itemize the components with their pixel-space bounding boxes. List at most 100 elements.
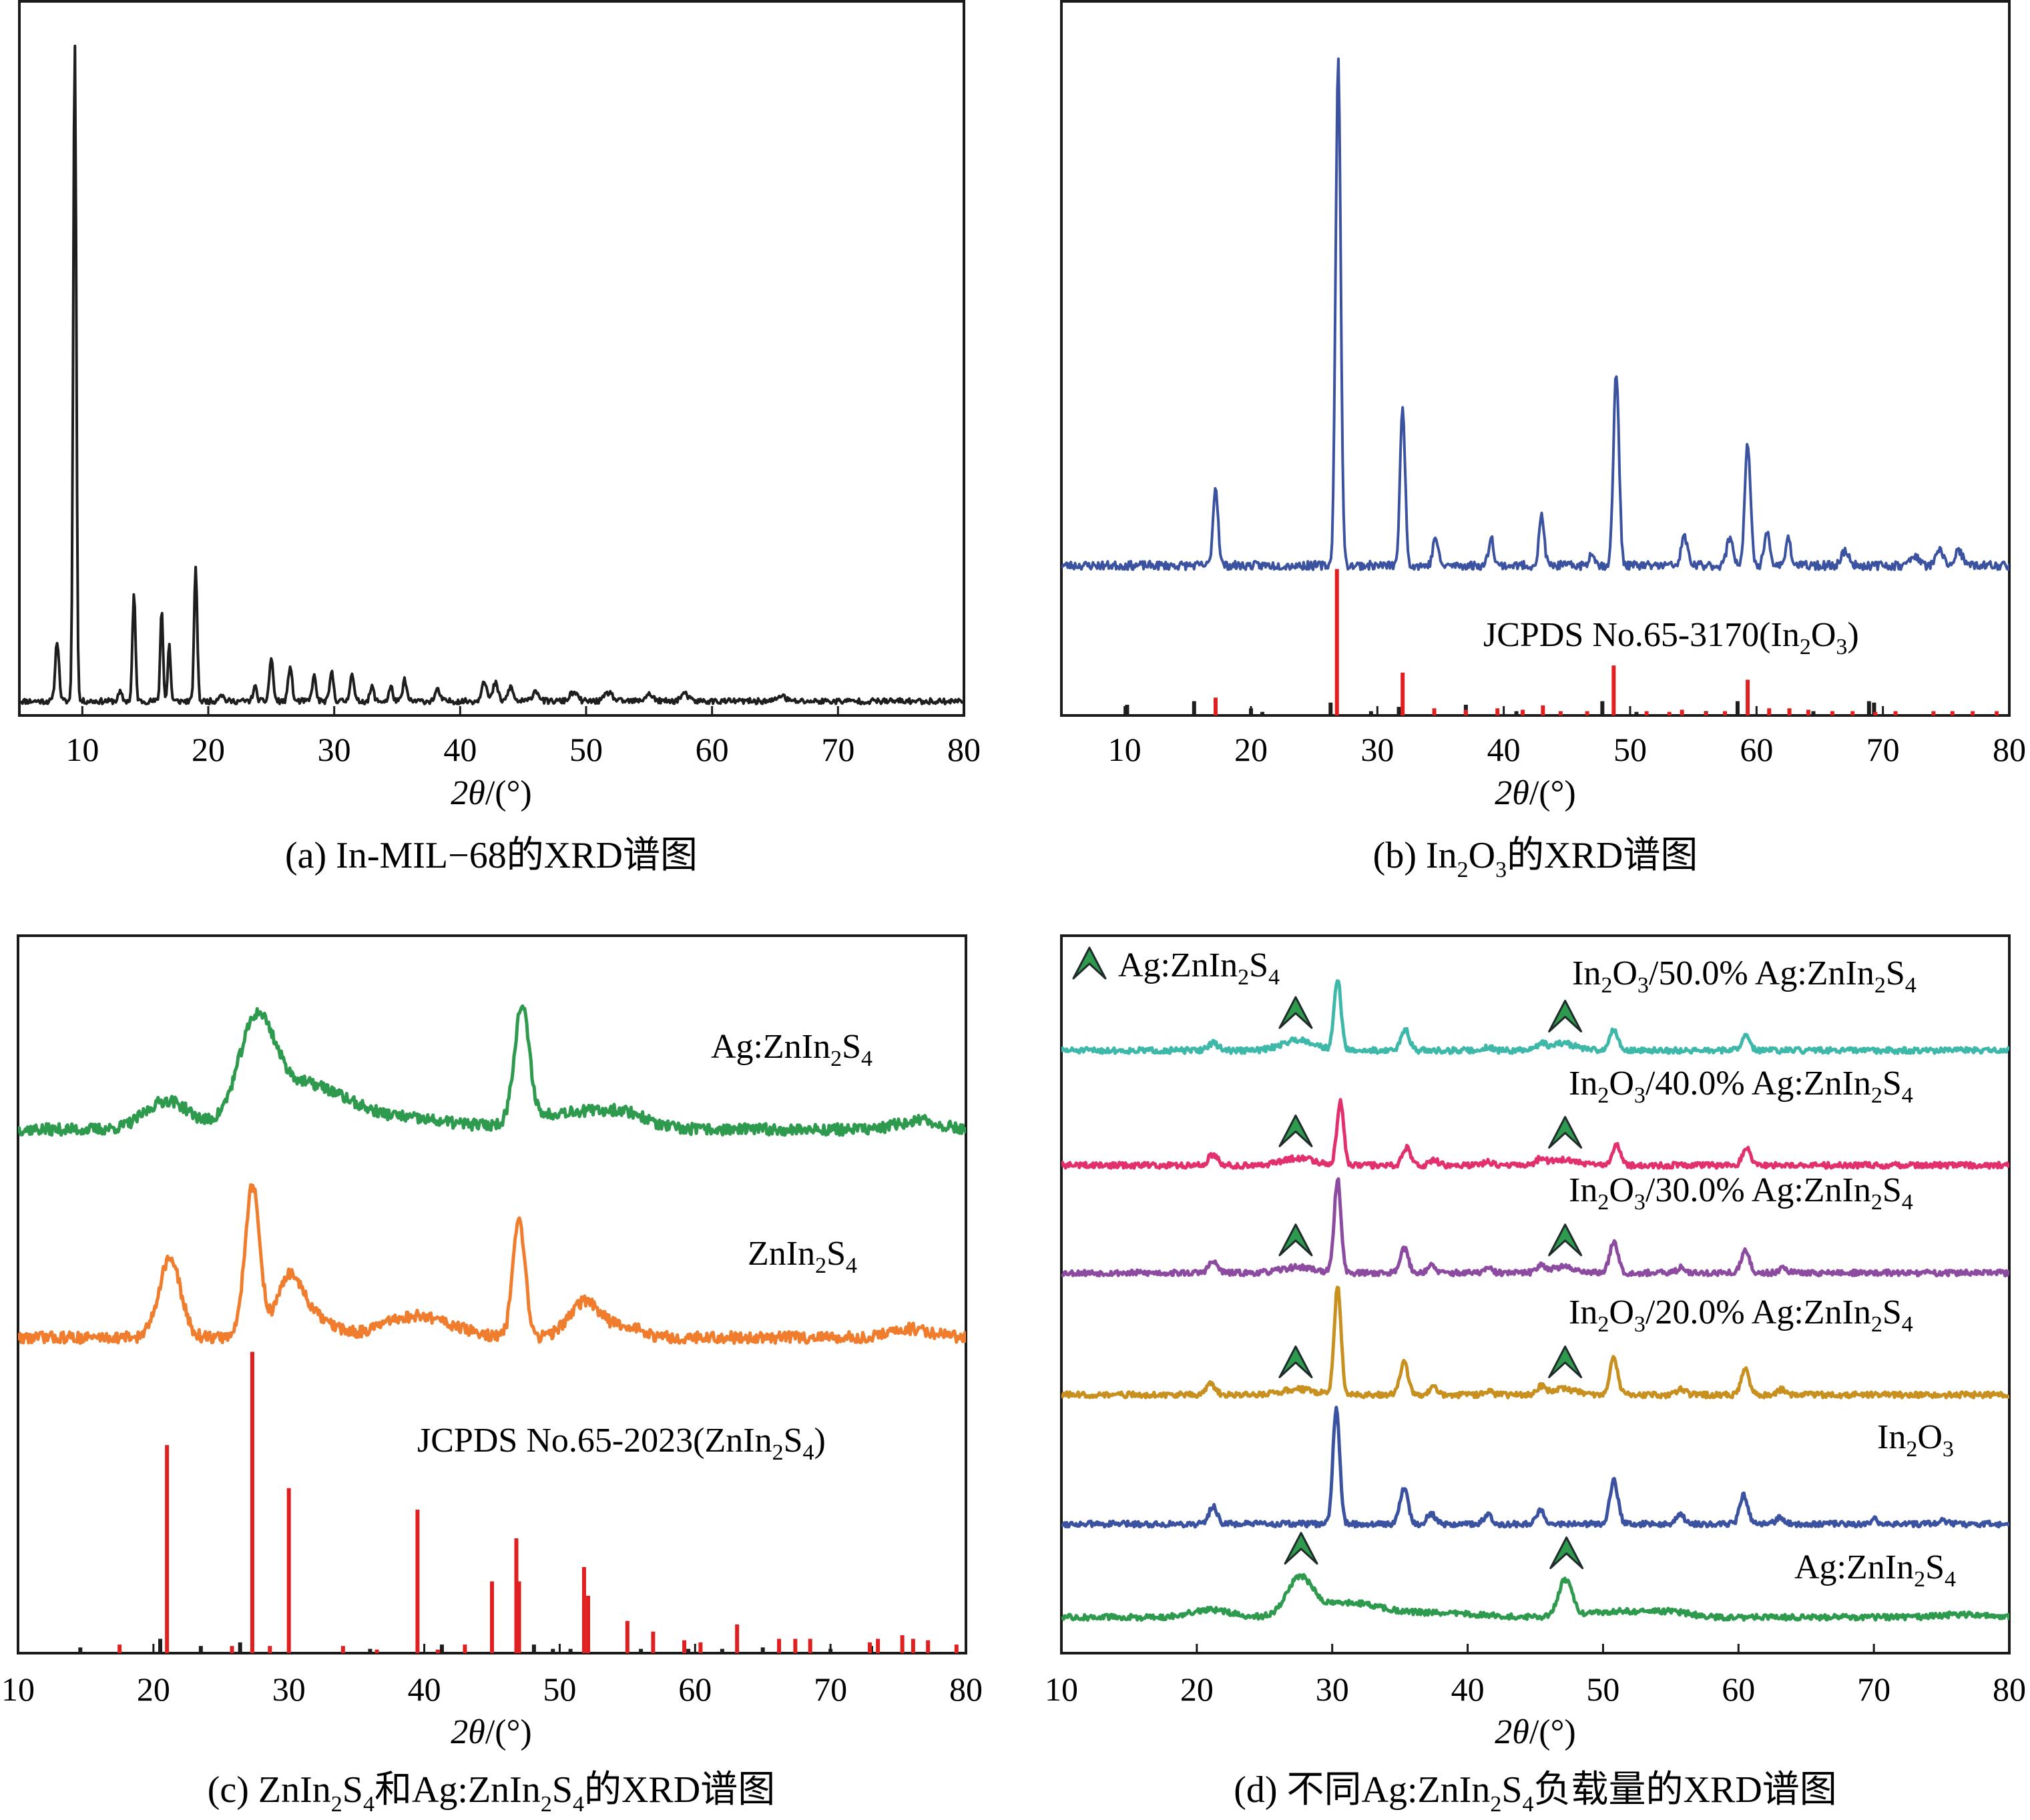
- series-label: In2O3/40.0% Ag:ZnIn2S4: [1569, 1065, 1913, 1108]
- x-tick-label: 30: [272, 1671, 306, 1708]
- cap-c-sub: 4: [363, 1792, 374, 1817]
- peak-marker-icon: [1284, 1532, 1318, 1565]
- peak-marker-icon: [1278, 1114, 1313, 1147]
- peak-marker-icon: [1278, 1345, 1313, 1379]
- label-text: /20.0% Ag:ZnIn: [1645, 1293, 1871, 1331]
- panel-b-x-axis-label: 2θ/(°): [1495, 774, 1575, 812]
- label-text: S: [1882, 1171, 1902, 1209]
- x-tick-label: 50: [1613, 731, 1647, 768]
- label-text: S: [1925, 1548, 1945, 1586]
- x-tick-label: 40: [443, 731, 477, 768]
- x-tick-label: 10: [1108, 731, 1141, 768]
- ref-c-sub: 4: [803, 1440, 814, 1465]
- label-sub: 4: [1945, 1567, 1956, 1592]
- panel-c-label-znin2s4: ZnIn2S4: [748, 1235, 857, 1278]
- x-tick-label: 40: [1451, 1671, 1485, 1708]
- series-line-znin2s4: [18, 1183, 966, 1345]
- x-tick-label: 60: [1722, 1671, 1755, 1708]
- x-tick-label: 80: [947, 731, 981, 768]
- x-axis-label-unit: /(°): [1529, 774, 1576, 812]
- ref-b-sub: 3: [1836, 635, 1847, 659]
- panel-d: 10 20 30 40 50 60 70 80 Ag:ZnIn2S4 In2O3/50.0% …: [1045, 934, 2026, 1817]
- label-sub: 2: [1871, 1190, 1882, 1215]
- ref-c-text: S: [784, 1422, 803, 1460]
- panel-c-x-axis-label: 2θ/(°): [451, 1713, 531, 1751]
- peak-marker-icon: [1548, 999, 1583, 1032]
- series-line-in2o3-30-0-ag-znin2s4: [1061, 1177, 2009, 1277]
- panel-d-x-axis-label: 2θ/(°): [1495, 1713, 1575, 1751]
- x-tick-label: 40: [408, 1671, 441, 1708]
- x-axis-label-2theta: 2θ: [1495, 774, 1529, 812]
- label-sub: 2: [1597, 1312, 1609, 1337]
- lgd-text: Ag:ZnIn: [1118, 946, 1238, 984]
- series-line-in2o3-50-0-ag-znin2s4: [1061, 979, 2009, 1055]
- cap-c-text: S: [552, 1769, 573, 1811]
- ref-b-text: O: [1811, 616, 1836, 654]
- lbl-sub: 2: [830, 1046, 842, 1071]
- cap-b-text: O: [1469, 835, 1495, 876]
- peak-marker-icon: [1548, 1223, 1583, 1257]
- cap-b-text: 的XRD谱图: [1507, 835, 1698, 876]
- cap-c-text: S: [342, 1769, 363, 1811]
- label-sub: 4: [1902, 1083, 1913, 1108]
- peak-marker-icon: [1549, 1536, 1584, 1570]
- panel-d-plot-area: [1061, 979, 2009, 1622]
- x-tick-label: 20: [1234, 731, 1268, 768]
- ref-c-text: ): [814, 1422, 826, 1460]
- panel-c-reference-label: JCPDS No.65-2023(ZnIn2S4): [417, 1422, 826, 1465]
- panel-b-reference-label: JCPDS No.65-3170(In2O3): [1483, 616, 1859, 659]
- ref-c-text: JCPDS No.65-2023(ZnIn: [417, 1422, 772, 1460]
- x-tick-label: 60: [1740, 731, 1773, 768]
- x-tick-label: 50: [569, 731, 603, 768]
- panel-b-caption: (b) In2O3的XRD谱图: [1373, 835, 1698, 882]
- label-sub: 3: [1634, 1312, 1645, 1337]
- cap-d-sub: 2: [1490, 1792, 1501, 1817]
- label-text: In: [1569, 1171, 1597, 1209]
- label-text: /40.0% Ag:ZnIn: [1645, 1065, 1871, 1103]
- series-label: In2O3/20.0% Ag:ZnIn2S4: [1569, 1293, 1913, 1337]
- panel-c-plot-area: [18, 1004, 966, 1653]
- panel-a-frame: [18, 0, 965, 717]
- x-tick-label: 70: [821, 731, 854, 768]
- cap-b-text: (b) In: [1373, 835, 1457, 876]
- x-tick-label: 20: [1180, 1671, 1214, 1708]
- cap-d-text: (d) 不同Ag:ZnIn: [1234, 1769, 1490, 1811]
- lgd-text: S: [1249, 946, 1268, 984]
- label-text: In: [1572, 954, 1601, 992]
- lbl-text: Ag:ZnIn: [711, 1028, 830, 1066]
- panel-b-x-ticks: 10 20 30 40 50 60 70 80: [1108, 706, 2026, 768]
- series-label: In2O3/30.0% Ag:ZnIn2S4: [1569, 1171, 1913, 1215]
- lgd-sub: 2: [1238, 965, 1249, 990]
- cap-d-sub: 4: [1523, 1792, 1534, 1817]
- x-tick-label: 10: [65, 731, 99, 768]
- cap-c-text: 和Ag:ZnIn: [374, 1769, 541, 1811]
- cap-d-text: S: [1501, 1769, 1522, 1811]
- x-tick-label: 20: [192, 731, 225, 768]
- panel-b-plot-area: [1061, 57, 2009, 715]
- lbl-sub: 4: [846, 1253, 857, 1278]
- x-tick-label: 50: [1586, 1671, 1619, 1708]
- panel-d-x-ticks: 10 20 30 40 50 60 70 80: [1045, 1644, 2026, 1708]
- series-line-ag-znin2s4: [18, 1004, 966, 1137]
- label-text: O: [1612, 954, 1637, 992]
- peak-marker-icon: [1072, 946, 1107, 980]
- cap-b-sub: 3: [1495, 858, 1507, 882]
- x-tick-label: 70: [814, 1671, 847, 1708]
- x-tick-label: 30: [318, 731, 351, 768]
- panel-a-x-axis-label: 2θ/(°): [451, 774, 531, 812]
- lbl-text: S: [826, 1235, 846, 1273]
- x-axis-label-unit: /(°): [1529, 1713, 1576, 1751]
- peak-marker-icon: [1548, 1116, 1583, 1149]
- label-sub: 2: [1906, 1437, 1917, 1462]
- series-line-in2o3-40-0-ag-znin2s4: [1061, 1098, 2009, 1170]
- ref-b-text: ): [1847, 616, 1858, 654]
- ref-b-text: JCPDS No.65-3170(In: [1483, 616, 1800, 654]
- legend-label: Ag:ZnIn2S4: [1118, 946, 1280, 990]
- ref-c-sub: 2: [772, 1440, 784, 1465]
- label-text: /30.0% Ag:ZnIn: [1645, 1171, 1871, 1209]
- x-tick-label: 80: [1993, 1671, 2026, 1708]
- label-text: S: [1882, 1065, 1902, 1103]
- panel-d-legend: Ag:ZnIn2S4: [1072, 946, 1280, 990]
- label-text: O: [1609, 1065, 1634, 1103]
